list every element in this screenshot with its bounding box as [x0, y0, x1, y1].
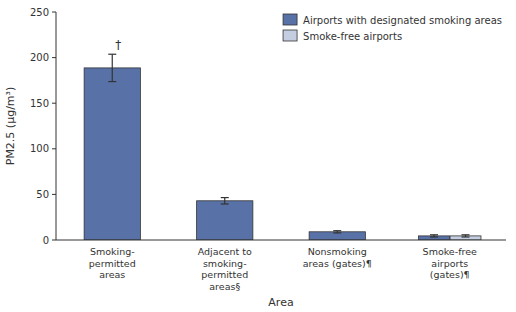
bar [419, 236, 450, 240]
x-tick-label-line: (gates)¶ [430, 269, 470, 280]
error-line [224, 198, 225, 204]
y-tick-label: 0 [43, 235, 49, 246]
x-tick-label: Nonsmokingareas (gates)¶ [303, 246, 372, 269]
error-cap [430, 234, 438, 235]
legend-label: Airports with designated smoking areas [303, 15, 502, 26]
bar [309, 232, 365, 240]
x-tick-label-line: airports [431, 258, 468, 269]
y-tick-label: 100 [30, 143, 49, 154]
y-tick-label: 200 [30, 52, 49, 63]
y-tick [52, 240, 56, 241]
x-tick-label-line: areas (gates)¶ [303, 258, 372, 269]
x-tick-label-line: areas§ [209, 281, 240, 292]
x-tick-label-line: Smoke-free [423, 246, 477, 257]
y-axis [56, 12, 57, 240]
error-line [112, 54, 113, 81]
y-tick-label: 50 [36, 189, 49, 200]
bar [84, 68, 140, 240]
chart: 050100150200250Smoking-permittedareasAdj… [0, 0, 516, 312]
error-cap [333, 230, 341, 231]
legend-label: Smoke-free airports [303, 31, 402, 42]
x-tick-label-line: permitted [89, 258, 136, 269]
x-tick-label-line: Smoking- [90, 246, 135, 257]
legend-swatch [283, 30, 297, 41]
legend-swatch [283, 14, 297, 25]
x-axis [56, 240, 506, 241]
y-tick [52, 148, 56, 149]
x-tick-label: Smoke-freeairports(gates)¶ [423, 246, 477, 280]
error-cap [108, 54, 116, 55]
error-bar [430, 235, 438, 237]
error-bar [333, 231, 341, 233]
x-axis-label: Area [268, 296, 293, 309]
y-tick-label: 250 [30, 7, 49, 18]
x-tick-label: Adjacent tosmoking-permittedareas§ [198, 246, 252, 292]
error-cap [221, 197, 229, 198]
error-cap [462, 234, 470, 235]
bar [450, 236, 481, 240]
x-tick-label-line: areas [99, 269, 125, 280]
error-cap [221, 203, 229, 204]
plot-area [84, 54, 481, 240]
x-tick-label-line: Adjacent to [198, 246, 252, 257]
error-cap [108, 81, 116, 82]
y-tick [52, 12, 56, 13]
y-tick [52, 103, 56, 104]
error-cap [333, 232, 341, 233]
error-cap [462, 236, 470, 237]
annotation: † [115, 38, 121, 52]
error-bar [108, 54, 116, 81]
y-tick [52, 57, 56, 58]
x-tick-label-line: smoking- [203, 258, 247, 269]
y-tick-label: 150 [30, 98, 49, 109]
x-tick-label-line: permitted [201, 269, 248, 280]
error-bar [462, 235, 470, 237]
y-axis-label: PM2.5 (μg/m³) [4, 87, 17, 166]
x-tick-label: Smoking-permittedareas [89, 246, 136, 280]
error-cap [430, 236, 438, 237]
error-bar [221, 198, 229, 204]
legend: Airports with designated smoking areas Sm… [283, 14, 502, 42]
y-tick [52, 194, 56, 195]
bar [197, 201, 253, 240]
x-tick-label-line: Nonsmoking [308, 246, 367, 257]
